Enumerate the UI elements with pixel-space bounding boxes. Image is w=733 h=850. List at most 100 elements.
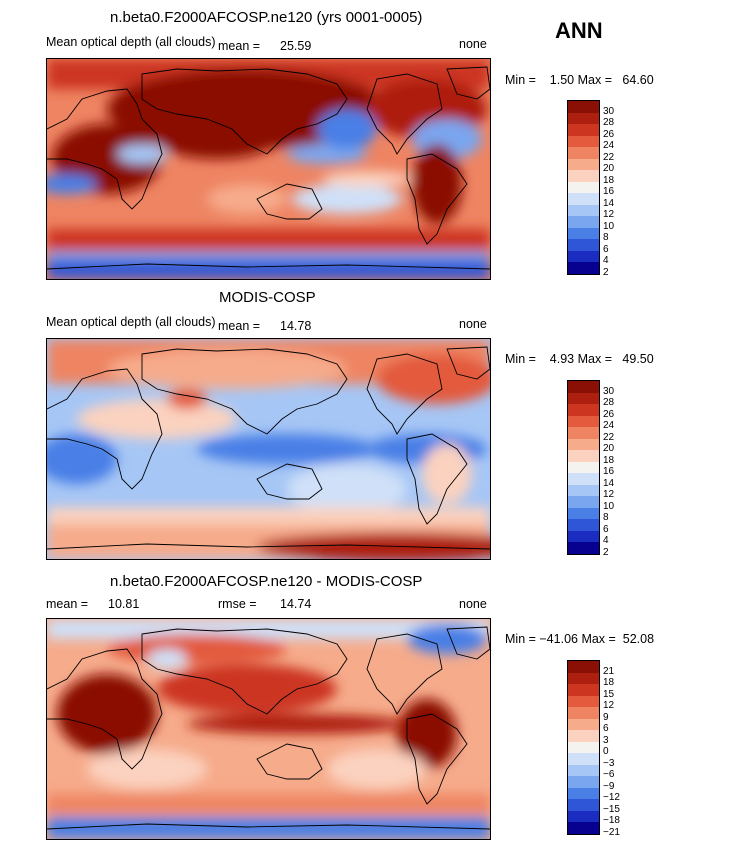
panel1-tick: 10 [603,221,615,232]
panel3-tick: −6 [603,769,615,780]
panel2-tick: 24 [603,420,615,431]
panel3-tick: 3 [603,735,609,746]
panel3-rmse-label: rmse = [218,597,257,611]
panel3-tick: 9 [603,712,609,723]
colorbar-swatch [568,158,599,170]
panel1-tick: 30 [603,106,615,117]
panel2-tick: 12 [603,489,615,500]
colorbar-swatch [568,684,599,696]
panel1-tick: 2 [603,267,609,278]
panel2-tick: 28 [603,397,615,408]
panel2-units: none [459,317,487,331]
colorbar-swatch [568,484,599,496]
panel2-title: MODIS-COSP [219,289,316,306]
panel1-tick: 18 [603,175,615,186]
panel2-tick: 18 [603,455,615,466]
panel2-tick: 10 [603,501,615,512]
panel3-tick: −9 [603,781,615,792]
colorbar-swatch [568,101,599,113]
panel2-mean-value: 14.78 [280,319,312,333]
colorbar-swatch [568,741,599,753]
colorbar-swatch [568,438,599,450]
panel3-title: n.beta0.F2000AFCOSP.ne120 - MODIS-COSP [110,573,423,590]
colorbar-swatch [568,730,599,742]
colorbar-swatch [568,170,599,182]
panel3-tick: 18 [603,677,615,688]
colorbar-swatch [568,707,599,719]
colorbar-swatch [568,124,599,136]
colorbar-swatch [568,695,599,707]
colorbar-swatch [568,661,599,673]
panel3-map [46,618,491,840]
colorbar-swatch [568,473,599,485]
panel3-tick: −12 [603,792,620,803]
panel3-tick: 21 [603,666,615,677]
panel1-mean-value: 25.59 [280,39,312,53]
panel3-tick: 12 [603,700,615,711]
panel2-field-label: Mean optical depth (all clouds) [46,315,216,329]
panel3-min-max: Min = −41.06 Max = 52.08 [505,632,655,646]
colorbar-swatch [568,415,599,427]
panel3-rmse-value: 14.74 [280,597,312,611]
panel2-colorbar [567,380,600,555]
colorbar-swatch [568,239,599,251]
panel1-map [46,58,491,280]
panel1-units: none [459,37,487,51]
colorbar-swatch [568,764,599,776]
panel3-tick: −21 [603,827,620,838]
panel2-tick: 16 [603,466,615,477]
colorbar-swatch [568,519,599,531]
colorbar-swatch [568,461,599,473]
colorbar-swatch [568,216,599,228]
colorbar-swatch [568,776,599,788]
colorbar-swatch [568,250,599,262]
panel1-min-max: Min = 1.50 Max = 64.60 [505,73,654,87]
panel1-field-label: Mean optical depth (all clouds) [46,35,216,49]
panel1-tick: 6 [603,244,609,255]
panel1-tick: 24 [603,140,615,151]
panel2-min-max: Min = 4.93 Max = 49.50 [505,352,654,366]
colorbar-swatch [568,542,599,554]
colorbar-swatch [568,227,599,239]
panel1-tick: 26 [603,129,615,140]
panel2-tick: 20 [603,443,615,454]
panel3-tick: 0 [603,746,609,757]
panel2-tick: 26 [603,409,615,420]
colorbar-swatch [568,753,599,765]
panel1-mean-label: mean = [218,39,261,53]
panel3-tick: −15 [603,804,620,815]
colorbar-swatch [568,450,599,462]
colorbar-swatch [568,404,599,416]
colorbar-swatch [568,810,599,822]
colorbar-swatch [568,147,599,159]
panel3-tick: −18 [603,815,620,826]
panel1-tick: 22 [603,152,615,163]
panel3-tick: −3 [603,758,615,769]
colorbar-swatch [568,718,599,730]
panel1-title: n.beta0.F2000AFCOSP.ne120 (yrs 0001-0005… [110,9,423,26]
colorbar-swatch [568,381,599,393]
colorbar-swatch [568,799,599,811]
panel1-tick: 14 [603,198,615,209]
panel1-tick: 8 [603,232,609,243]
panel1-tick: 28 [603,117,615,128]
panel2-tick: 8 [603,512,609,523]
panel2-map [46,338,491,560]
colorbar-swatch [568,787,599,799]
panel3-units: none [459,597,487,611]
panel3-mean-value: 10.81 [108,597,140,611]
panel2-tick: 2 [603,547,609,558]
colorbar-swatch [568,496,599,508]
panel1-colorbar [567,100,600,275]
panel3-tick: 15 [603,689,615,700]
panel2-tick: 22 [603,432,615,443]
colorbar-swatch [568,530,599,542]
colorbar-swatch [568,262,599,274]
panel3-mean-label: mean = [46,597,89,611]
panel3-tick: 6 [603,723,609,734]
colorbar-swatch [568,507,599,519]
colorbar-swatch [568,672,599,684]
season-label: ANN [555,18,603,43]
panel2-tick: 6 [603,524,609,535]
colorbar-swatch [568,135,599,147]
